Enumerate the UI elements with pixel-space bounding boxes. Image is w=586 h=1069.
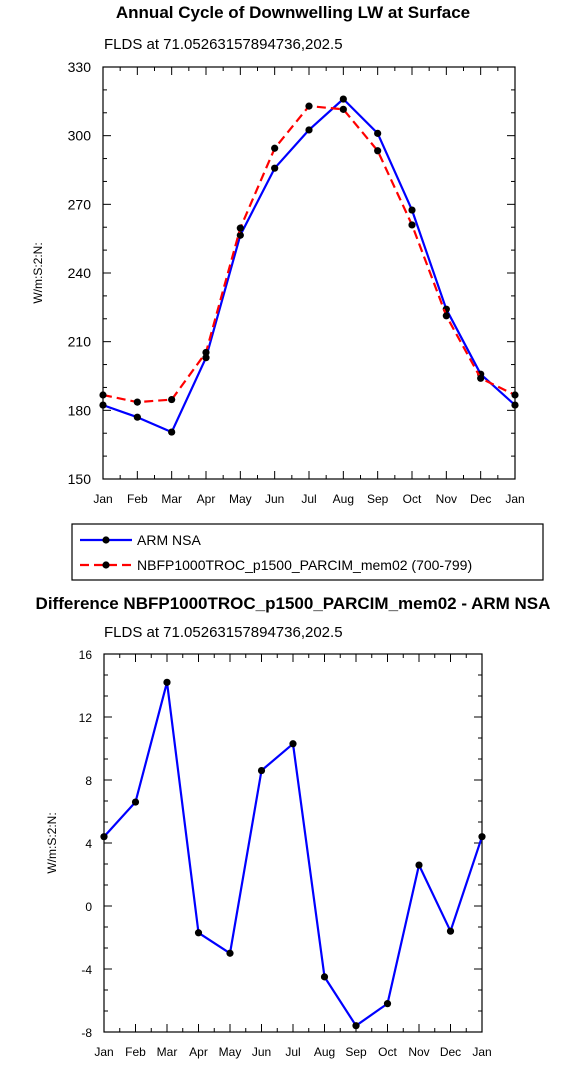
y-axis-label: W/m:S:2:N: (31, 242, 45, 303)
x-tick-label: Jul (285, 1045, 300, 1059)
series-1-point (202, 348, 210, 357)
y-tick-label: 12 (79, 711, 93, 725)
series-0-point (446, 927, 455, 935)
legend-marker-1 (102, 561, 110, 569)
series-1-point (477, 374, 485, 382)
x-tick-label: Dec (440, 1045, 461, 1059)
legend-label-1: NBFP1000TROC_p1500_PARCIM_mem02 (700-799… (137, 557, 472, 573)
series-0-point (289, 740, 297, 748)
x-tick-label: Apr (197, 492, 216, 506)
series-0-point (511, 401, 519, 409)
series-0-point (131, 798, 140, 806)
x-tick-label: Apr (189, 1045, 208, 1059)
x-tick-label: Aug (314, 1045, 335, 1059)
y-tick-label: 150 (68, 471, 92, 487)
series-0-point (236, 231, 244, 239)
x-tick-label: May (219, 1045, 242, 1059)
series-0-point (352, 1022, 360, 1030)
legend-label-0: ARM NSA (137, 532, 201, 548)
legend-box (71, 523, 544, 581)
y-axis-label: W/m:S:2:N: (45, 812, 59, 873)
series-1-point (374, 147, 382, 155)
y-tick-label: 16 (79, 648, 93, 662)
x-tick-label: May (229, 492, 252, 506)
chart2-subtitle: FLDS at 71.05263157894736,202.5 (104, 624, 343, 641)
y-tick-label: -4 (81, 963, 92, 977)
x-tick-label: Sep (367, 492, 389, 506)
chart1-subtitle: FLDS at 71.05263157894736,202.5 (104, 36, 343, 53)
x-tick-label: Aug (333, 492, 354, 506)
series-0-point (194, 929, 203, 937)
series-1-point (339, 105, 347, 113)
series-0-point (271, 164, 279, 172)
series-0-point (226, 949, 234, 957)
x-tick-label: Feb (127, 492, 148, 506)
x-tick-label: Jul (301, 492, 316, 506)
x-tick-label: Dec (470, 492, 491, 506)
y-tick-label: -8 (81, 1026, 92, 1040)
series-1-point (511, 391, 519, 399)
plot-frame (103, 653, 483, 1033)
series-1-point (442, 312, 450, 320)
annual-cycle-chart: Jan Feb Mar Apr May Jun Jul Aug Sep Oct Nov Dec Jan1… (31, 59, 544, 581)
series-0-point (163, 678, 171, 686)
series-1-point (236, 224, 244, 232)
x-tick-label: Jan (94, 1045, 113, 1059)
series-0-point (257, 766, 266, 775)
series-line-0 (102, 97, 516, 434)
series-0-point (100, 833, 108, 841)
x-tick-label: Jan (505, 492, 524, 506)
x-tick-label: Jun (265, 492, 284, 506)
x-tick-label: Sep (345, 1045, 367, 1059)
x-tick-label: Mar (161, 492, 182, 506)
x-tick-label: Nov (436, 492, 457, 506)
y-tick-label: 300 (68, 128, 92, 144)
series-0-point (408, 206, 416, 214)
series-1-point (168, 395, 176, 404)
series-1-point (271, 144, 279, 152)
y-tick-label: 210 (68, 334, 92, 350)
x-tick-label: Mar (157, 1045, 178, 1059)
series-1-point (408, 221, 416, 229)
x-tick-label: Feb (125, 1045, 146, 1059)
series-0-point (202, 354, 210, 362)
x-tick-label: Oct (378, 1045, 397, 1059)
series-0-point (383, 1000, 392, 1008)
series-0-point (168, 428, 176, 436)
y-tick-label: 270 (68, 196, 92, 212)
series-0-point (415, 861, 423, 869)
series-0-point (320, 973, 329, 981)
y-tick-label: 8 (85, 774, 92, 788)
series-line-0 (103, 681, 484, 1027)
series-1-point (133, 398, 141, 406)
chart2-title: Difference NBFP1000TROC_p1500_PARCIM_mem… (35, 594, 551, 613)
series-line-1 (102, 104, 516, 404)
series-0-point (133, 413, 141, 421)
y-tick-label: 240 (68, 265, 92, 281)
y-tick-label: 0 (85, 900, 92, 914)
y-tick-label: 4 (85, 837, 92, 851)
series-1-point (305, 102, 313, 110)
series-1-point (99, 391, 107, 399)
chart1-title: Annual Cycle of Downwelling LW at Surfac… (115, 3, 471, 22)
x-tick-label: Jan (93, 492, 112, 506)
y-tick-label: 180 (68, 402, 92, 418)
y-tick-label: 330 (68, 59, 92, 75)
series-0-point (99, 401, 107, 409)
x-tick-label: Jun (252, 1045, 271, 1059)
legend-marker-0 (102, 536, 110, 544)
series-0-point (478, 833, 486, 841)
series-0-point (305, 126, 313, 134)
x-tick-label: Nov (408, 1045, 429, 1059)
x-tick-label: Jan (472, 1045, 491, 1059)
x-tick-label: Oct (403, 492, 422, 506)
series-0-point (374, 129, 382, 137)
series-0-point (339, 95, 347, 103)
